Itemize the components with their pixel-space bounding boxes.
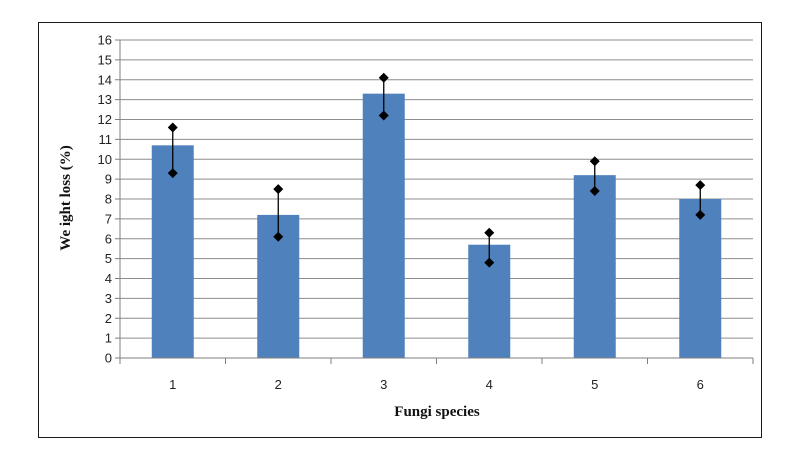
y-tick-label: 12 [98,112,112,127]
y-tick-label: 14 [98,72,112,87]
y-tick-label: 0 [105,351,112,366]
error-cap-high [378,72,389,83]
x-tick-label: 2 [275,377,282,392]
y-tick-label: 8 [105,192,112,207]
error-cap-high [589,156,600,167]
bar-6 [679,199,722,358]
error-bars [167,72,706,268]
y-tick-label: 2 [105,311,112,326]
y-tick-label: 3 [105,291,112,306]
y-tick-label: 6 [105,231,112,246]
y-tick-label: 5 [105,251,112,266]
bar-5 [573,175,616,358]
error-cap-low [378,110,389,121]
y-tick-label: 15 [98,52,112,67]
y-tick-label: 1 [105,331,112,346]
bar-3 [362,93,405,358]
x-tick-label: 4 [486,377,493,392]
error-cap-high [695,180,706,191]
y-tick-label: 9 [105,172,112,187]
y-tick-label: 10 [98,152,112,167]
error-cap-low [273,231,284,242]
y-tick-label: 16 [98,33,112,48]
error-cap-low [695,209,706,220]
bar-1 [151,145,194,358]
y-tick-label: 13 [98,92,112,107]
y-tick-label: 7 [105,211,112,226]
error-cap-low [484,257,495,268]
error-cap-high [484,227,495,238]
x-tick-label: 6 [697,377,704,392]
x-tick-label: 5 [591,377,598,392]
error-cap-low [589,186,600,197]
y-axis-title: We ight loss (%) [58,145,74,250]
error-cap-high [167,122,178,133]
x-tick-label: 3 [380,377,387,392]
error-cap-high [273,184,284,195]
x-tick-label: 1 [169,377,176,392]
error-cap-low [167,168,178,179]
y-tick-label: 11 [99,132,113,147]
x-tick-labels: 1 2 3 4 5 6 [119,358,754,392]
y-tick-label: 4 [105,271,112,286]
gridlines [120,39,753,339]
x-axis-title: Fungi species [394,404,480,420]
